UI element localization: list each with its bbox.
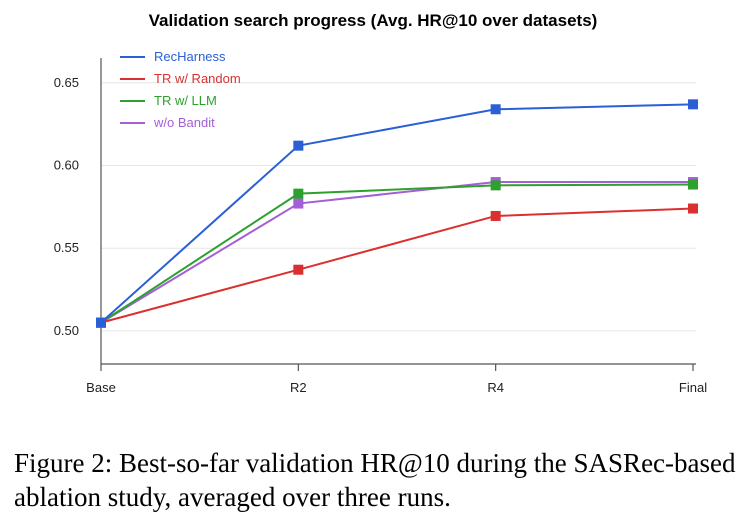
data-point (490, 180, 501, 191)
data-point (688, 99, 698, 110)
line-chart: Validation search progress (Avg. HR@10 o… (54, 11, 708, 395)
data-point (293, 140, 304, 151)
y-tick-label: 0.50 (54, 323, 79, 338)
y-axis-ticks: 0.50 0.55 0.60 0.65 (54, 75, 79, 338)
x-tick-label: Base (86, 380, 116, 395)
y-tick-label: 0.65 (54, 75, 79, 90)
series-line (100, 181, 693, 324)
series-line (100, 103, 694, 324)
x-tick-label: R4 (487, 380, 504, 395)
data-point (688, 179, 698, 190)
series-line (100, 207, 694, 324)
legend-entry: TR w/ LLM (154, 93, 217, 108)
data-point (293, 188, 304, 199)
legend-entry: RecHarness (154, 49, 226, 64)
axes (100, 58, 696, 365)
legend: RecHarness TR w/ Random TR w/ LLM w/o Bandi… (120, 49, 241, 130)
series-group (96, 99, 698, 328)
x-axis-ticks: Base R2 R4 Final (86, 364, 707, 395)
grid-lines (101, 82, 696, 332)
data-point (490, 210, 501, 221)
legend-entry: TR w/ Random (154, 71, 241, 86)
data-point (96, 317, 106, 328)
data-point (293, 198, 304, 209)
y-tick-label: 0.60 (54, 158, 79, 173)
figure-caption: Figure 2: Best-so-far validation HR@10 d… (14, 448, 736, 512)
data-point (293, 264, 304, 275)
chart-title: Validation search progress (Avg. HR@10 o… (149, 11, 598, 30)
x-tick-label: Final (679, 380, 707, 395)
y-tick-label: 0.55 (54, 240, 79, 255)
data-point (490, 104, 501, 115)
x-tick-label: R2 (290, 380, 307, 395)
series-line (100, 183, 694, 324)
legend-entry: w/o Bandit (153, 115, 215, 130)
data-point (688, 203, 698, 214)
